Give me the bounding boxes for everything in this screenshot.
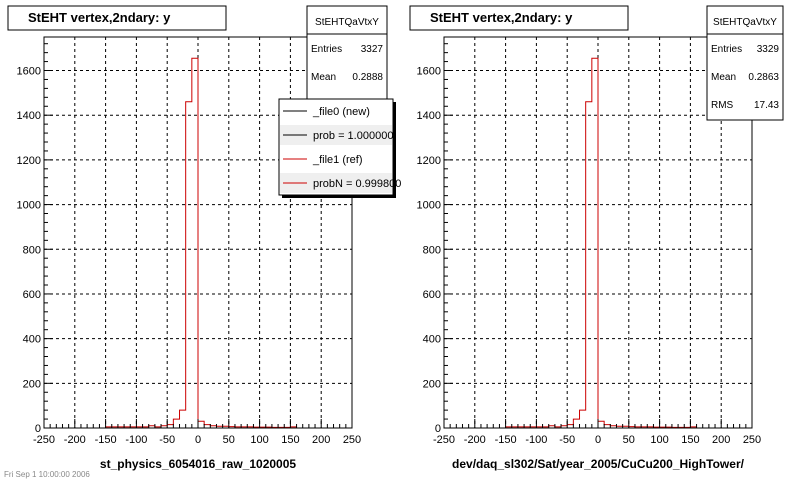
y-tick-label: 800 <box>23 244 41 256</box>
stats-value: 0.2888 <box>352 72 383 83</box>
y-tick-label: 600 <box>423 289 441 301</box>
y-tick-label: 600 <box>23 289 41 301</box>
x-tick-label: -150 <box>495 434 517 446</box>
x-tick-label: -250 <box>433 434 455 446</box>
legend-row-shade <box>280 173 392 193</box>
title-box <box>7 5 227 31</box>
x-tick-label: -100 <box>525 434 547 446</box>
stats-box <box>706 5 784 121</box>
x-tick-label: -200 <box>64 434 86 446</box>
x-tick-label: 100 <box>650 434 668 446</box>
y-tick-label: 1000 <box>417 200 441 212</box>
x-tick-label: 50 <box>623 434 635 446</box>
x-tick-label: 50 <box>223 434 235 446</box>
x-tick-label: 250 <box>343 434 361 446</box>
y-tick-label: 200 <box>23 378 41 390</box>
x-axis-label: dev/daq_sl302/Sat/year_2005/CuCu200_High… <box>452 457 745 471</box>
x-tick-label: -100 <box>125 434 147 446</box>
x-tick-label: -250 <box>33 434 55 446</box>
x-tick-label: 250 <box>743 434 761 446</box>
y-tick-label: 1200 <box>17 155 41 167</box>
stats-label: Entries <box>711 44 742 55</box>
stats-value: 3327 <box>361 44 384 55</box>
y-tick-label: 1400 <box>17 110 41 122</box>
y-tick-label: 1400 <box>417 110 441 122</box>
x-tick-label: -200 <box>464 434 486 446</box>
stats-value: 17.43 <box>754 100 779 111</box>
y-tick-label: 1000 <box>17 200 41 212</box>
histogram-panel-right: -250 -200 -150 -100 -50 0 50 100 150 200 250 0 200 40… <box>409 5 784 471</box>
title-box <box>409 5 629 31</box>
y-tick-label: 200 <box>423 378 441 390</box>
stats-label: Mean <box>711 72 736 83</box>
x-axis-label: st_physics_6054016_raw_1020005 <box>100 457 296 471</box>
legend-entry: prob = 1.000000 <box>313 130 393 142</box>
x-tick-label: 150 <box>681 434 699 446</box>
x-tick-label: -50 <box>159 434 175 446</box>
legend-entry: probN = 0.999800 <box>313 178 401 190</box>
stats-value: 0.2863 <box>748 72 779 83</box>
y-tick-label: 400 <box>423 334 441 346</box>
y-tick-label: 1200 <box>417 155 441 167</box>
chart-title: StEHT vertex,2ndary: y <box>28 10 171 25</box>
legend-entry: _file0 (new) <box>312 106 370 118</box>
y-tick-label: 0 <box>435 423 441 435</box>
y-tick-label: 1600 <box>417 66 441 78</box>
stats-name: StEHTQaVtxY <box>713 17 777 28</box>
x-tick-label: 100 <box>250 434 268 446</box>
legend-entry: _file1 (ref) <box>312 154 363 166</box>
stats-label: Mean <box>311 72 336 83</box>
x-tick-label: -50 <box>559 434 575 446</box>
x-tick-label: 0 <box>195 434 201 446</box>
footer-timestamp: Fri Sep 1 10:00:00 2006 <box>4 470 90 479</box>
x-tick-label: 200 <box>712 434 730 446</box>
histogram-panel-left: -250 -200 -150 -100 -50 0 50 100 150 200 250 0 200 40… <box>7 5 401 471</box>
y-tick-label: 1600 <box>17 66 41 78</box>
stats-label: RMS <box>711 100 734 111</box>
x-tick-label: -150 <box>95 434 117 446</box>
x-tick-label: 150 <box>281 434 299 446</box>
chart-title: StEHT vertex,2ndary: y <box>430 10 573 25</box>
stats-value: 3329 <box>757 44 780 55</box>
x-tick-label: 200 <box>312 434 330 446</box>
y-tick-label: 400 <box>23 334 41 346</box>
stats-name: StEHTQaVtxY <box>315 17 379 28</box>
stats-label: Entries <box>311 44 342 55</box>
y-tick-label: 800 <box>423 244 441 256</box>
legend-row-shade <box>280 125 392 145</box>
y-tick-label: 0 <box>35 423 41 435</box>
stats-box <box>306 5 388 102</box>
x-tick-label: 0 <box>595 434 601 446</box>
